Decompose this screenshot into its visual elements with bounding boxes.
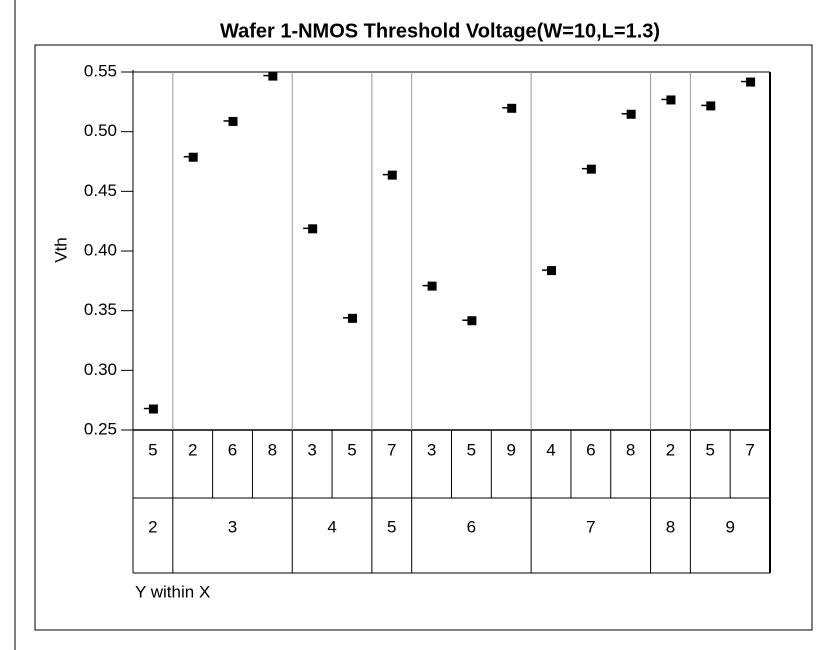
inner-label: 5 (467, 440, 476, 459)
outer-label: 5 (387, 517, 396, 536)
chart-title: Wafer 1-NMOS Threshold Voltage(W=10,L=1.… (220, 20, 660, 42)
inner-label: 2 (666, 440, 675, 459)
inner-label: 3 (427, 440, 436, 459)
point (308, 224, 318, 234)
outer-label: 6 (467, 517, 476, 536)
outer-label: 3 (228, 517, 237, 536)
inner-label: 3 (307, 440, 316, 459)
y-tick-label: 0.35 (84, 300, 117, 319)
point (626, 109, 636, 119)
inner-label: 7 (745, 440, 754, 459)
outer-label: 8 (666, 517, 675, 536)
y-tick-label: 0.25 (84, 419, 117, 438)
outer-label: 4 (327, 517, 336, 536)
chart-frame (34, 44, 813, 631)
point (148, 404, 158, 414)
inner-label: 7 (387, 440, 396, 459)
y-tick-label: 0.55 (84, 61, 117, 80)
point (507, 103, 517, 113)
inner-label: 6 (586, 440, 595, 459)
x-axis-label: Y within X (135, 582, 210, 601)
y-tick-label: 0.40 (84, 240, 117, 259)
outer-label: 7 (586, 517, 595, 536)
inner-label: 5 (706, 440, 715, 459)
point (427, 281, 437, 291)
y-axis-label: Vth (51, 237, 70, 263)
y-tick-label: 0.50 (84, 121, 117, 140)
inner-label: 5 (148, 440, 157, 459)
point (746, 77, 756, 87)
point (666, 95, 676, 105)
point (188, 152, 198, 162)
inner-label: 8 (626, 440, 635, 459)
inner-label: 2 (188, 440, 197, 459)
inner-label: 5 (347, 440, 356, 459)
point (547, 266, 557, 276)
y-tick-label: 0.30 (84, 360, 117, 379)
outer-label: 9 (725, 517, 734, 536)
point (467, 316, 477, 326)
outer-label: 2 (148, 517, 157, 536)
inner-label: 6 (228, 440, 237, 459)
point (268, 71, 278, 81)
point (706, 101, 716, 111)
point (228, 116, 238, 126)
point (347, 313, 357, 323)
inner-label: 8 (268, 440, 277, 459)
y-tick-label: 0.45 (84, 181, 117, 200)
point (586, 164, 596, 174)
inner-label: 9 (506, 440, 515, 459)
inner-label: 4 (546, 440, 555, 459)
point (387, 170, 397, 180)
